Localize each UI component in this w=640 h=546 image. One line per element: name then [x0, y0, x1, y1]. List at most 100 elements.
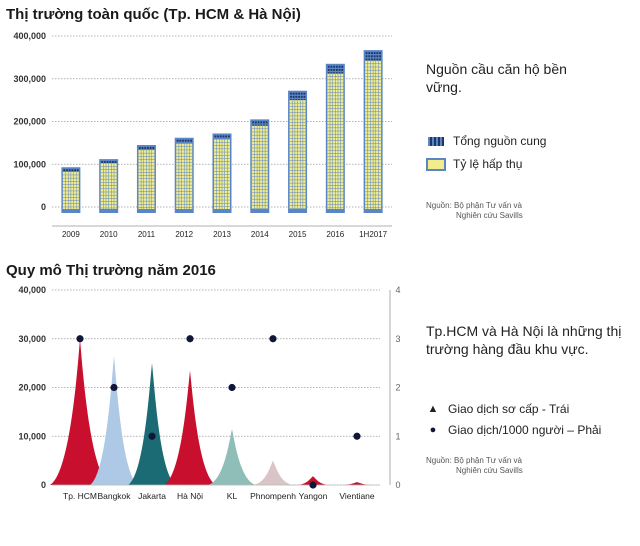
area-spike: [253, 460, 293, 485]
bar-supply-window: [222, 135, 225, 138]
bar-supply-window: [103, 161, 106, 164]
legend-per-capita-label: Giao dịch/1000 người – Phải: [448, 423, 602, 437]
bar-supply-window: [252, 121, 255, 124]
per-capita-dot: [228, 383, 236, 392]
area-spike: [128, 363, 176, 485]
legend-absorb-swatch: [426, 157, 446, 171]
y-left-tick-label: 20,000: [18, 383, 46, 393]
bar-supply-window: [254, 121, 257, 124]
bar-supply-window: [333, 72, 336, 75]
y-left-tick-label: 30,000: [18, 334, 46, 344]
bar-supply-window: [368, 52, 371, 55]
x-tick-label: Phnompenh: [250, 491, 296, 501]
area-spike: [164, 370, 216, 485]
per-capita-dot: [148, 432, 156, 440]
x-tick-label: 2013: [213, 230, 231, 239]
area-spike: [208, 428, 256, 485]
x-tick-label: Hà Nội: [177, 491, 203, 501]
bar-supply-window: [303, 92, 306, 95]
per-capita-dot: [186, 335, 194, 343]
chart1-source: Nguồn: Bộ phận Tư vấn và Nghiên cứu Savi…: [426, 201, 523, 221]
legend-absorb-label: Tỷ lệ hấp thụ: [453, 157, 523, 171]
bar-supply-window: [376, 52, 379, 55]
bar-supply-window: [333, 68, 336, 71]
bar-supply-window: [263, 121, 265, 124]
x-tick-label: Yangon: [299, 491, 328, 501]
chart2-note: Tp.HCM và Hà Nội là những thị trường hàn…: [426, 323, 622, 357]
x-tick-label: Tp. HCM: [63, 491, 97, 501]
x-tick-label: Bangkok: [97, 491, 131, 501]
legend-supply-label: Tổng nguồn cung: [453, 134, 547, 148]
bar-supply-window: [295, 99, 298, 102]
y-right-tick-label: 0: [395, 480, 400, 490]
chart2-title: Quy mô Thị trường năm 2016: [6, 262, 216, 279]
bar-supply-window: [138, 147, 141, 149]
area-spike: [50, 338, 110, 485]
bar-supply-window: [111, 161, 114, 164]
triangle-icon: ▲: [427, 403, 439, 415]
bar-supply-window: [327, 72, 330, 75]
per-capita-dot: [110, 383, 118, 392]
y-right-tick-label: 4: [395, 285, 400, 295]
bar-supply-window: [292, 99, 295, 102]
bar-supply-window: [379, 58, 381, 61]
bar-supply-window: [290, 99, 292, 102]
bar-supply-window: [365, 58, 368, 61]
legend-primary-label: Giao dịch sơ cấp - Trái: [448, 402, 570, 416]
x-tick-label: 2012: [175, 230, 193, 239]
dot-icon: ●: [429, 424, 437, 436]
bar-supply-window: [265, 124, 268, 127]
y-left-tick-label: 0: [41, 480, 46, 490]
bar-supply-window: [141, 147, 144, 149]
bar-supply-window: [152, 147, 155, 149]
bar-supply-window: [71, 169, 74, 172]
bar-supply-window: [330, 68, 333, 71]
area-spike: [341, 482, 373, 485]
bar-supply-window: [373, 55, 376, 58]
bar-supply-window: [68, 169, 71, 172]
bar-supply-window: [379, 55, 381, 58]
bar-supply-window: [63, 169, 66, 172]
bar-supply-window: [365, 55, 368, 58]
bar-supply-window: [298, 92, 300, 95]
bar-supply-window: [341, 68, 344, 71]
bar-supply-window: [333, 65, 336, 68]
chart1-source-line2: Nghiên cứu Savills: [456, 211, 523, 220]
bar-supply-window: [298, 95, 300, 98]
y-left-tick-label: 10,000: [18, 431, 46, 441]
bar-supply-window: [371, 58, 373, 61]
bar-supply-window: [295, 92, 298, 95]
bar-supply-window: [149, 147, 152, 149]
bar-supply-window: [76, 169, 79, 172]
legend-supply: Tổng nguồn cung: [426, 134, 546, 148]
y-left-tick-label: 40,000: [18, 285, 46, 295]
y-tick-label: 300,000: [13, 74, 46, 84]
bar-supply-window: [263, 124, 265, 127]
bar-supply-window: [376, 58, 379, 61]
bar-supply-window: [252, 124, 255, 127]
x-tick-label: KL: [227, 491, 238, 501]
bar-supply-window: [338, 72, 341, 75]
y-tick-label: 0: [41, 202, 46, 212]
bar-supply-window: [379, 52, 381, 55]
x-tick-label: 2016: [326, 230, 344, 239]
bar-supply-window: [303, 99, 306, 102]
bar-supply-window: [74, 169, 76, 172]
legend-supply-swatch: [426, 135, 446, 148]
x-tick-label: Vientiane: [339, 491, 375, 501]
bar-supply-window: [373, 52, 376, 55]
bar-supply-window: [290, 95, 292, 98]
bar-supply-window: [298, 99, 300, 102]
bar-supply-window: [341, 72, 344, 75]
bar-supply-window: [292, 92, 295, 95]
bar-supply-window: [114, 161, 117, 164]
bar-supply-window: [187, 139, 190, 142]
bar-supply-window: [300, 92, 303, 95]
bar-supply-window: [327, 65, 330, 68]
bar-supply-window: [182, 139, 184, 142]
bar-supply-window: [254, 124, 257, 127]
x-tick-label: 2009: [62, 230, 80, 239]
y-tick-label: 100,000: [13, 159, 46, 169]
